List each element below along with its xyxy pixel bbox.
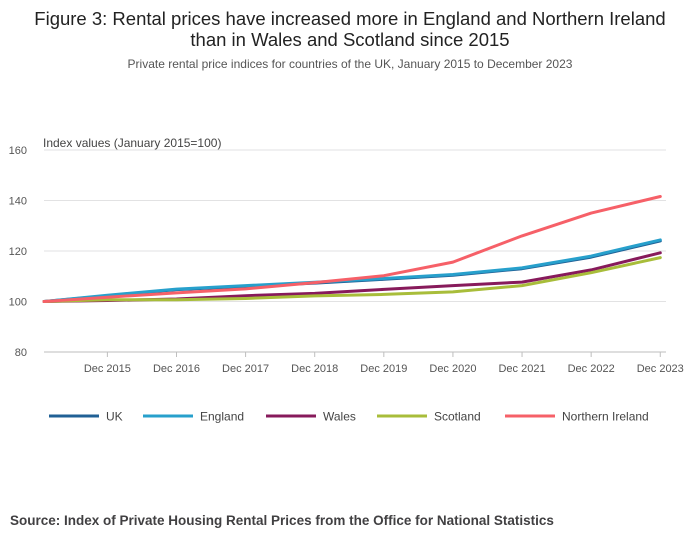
chart-title: Figure 3: Rental prices have increased m… bbox=[34, 8, 666, 50]
x-tick-label: Dec 2015 bbox=[84, 363, 131, 375]
gridlines bbox=[44, 149, 666, 353]
x-tick-label: Dec 2017 bbox=[222, 363, 269, 375]
x-tick-label: Dec 2019 bbox=[360, 363, 407, 375]
y-tick-label: 160 bbox=[9, 145, 27, 157]
legend-label: England bbox=[200, 410, 244, 424]
legend-label: Northern Ireland bbox=[562, 410, 649, 424]
series-line-scotland[interactable] bbox=[42, 256, 662, 303]
x-tick-label: Dec 2016 bbox=[153, 363, 200, 375]
x-tick-label: Dec 2021 bbox=[498, 363, 545, 375]
x-tick-label: Dec 2020 bbox=[429, 363, 476, 375]
x-axis: Dec 2015 Dec 2016 Dec 2017 Dec 2018 Dec 2019… bbox=[44, 351, 684, 375]
source-note: Source: Index of Private Housing Rental … bbox=[10, 513, 554, 528]
series-lines bbox=[42, 195, 662, 303]
legend-label: Scotland bbox=[434, 410, 481, 424]
y-tick-label: 120 bbox=[9, 246, 27, 258]
y-tick-label: 100 bbox=[9, 297, 27, 309]
legend-label: Wales bbox=[323, 410, 356, 424]
x-tick-label: Dec 2022 bbox=[568, 363, 615, 375]
x-tick-label: Dec 2023 bbox=[637, 363, 684, 375]
y-axis-label: Index values (January 2015=100) bbox=[43, 136, 221, 150]
legend-label: UK bbox=[106, 410, 123, 424]
series-line-northern-ireland[interactable] bbox=[42, 195, 662, 303]
y-axis-ticks: 80 100 120 140 160 bbox=[9, 145, 27, 359]
x-tick-label: Dec 2018 bbox=[291, 363, 338, 375]
chart-subtitle: Private rental price indices for countri… bbox=[127, 57, 573, 71]
legend: UK England Wales Scotland Northern Ireland bbox=[49, 410, 649, 424]
y-tick-label: 140 bbox=[9, 196, 27, 208]
y-tick-label: 80 bbox=[15, 347, 27, 359]
